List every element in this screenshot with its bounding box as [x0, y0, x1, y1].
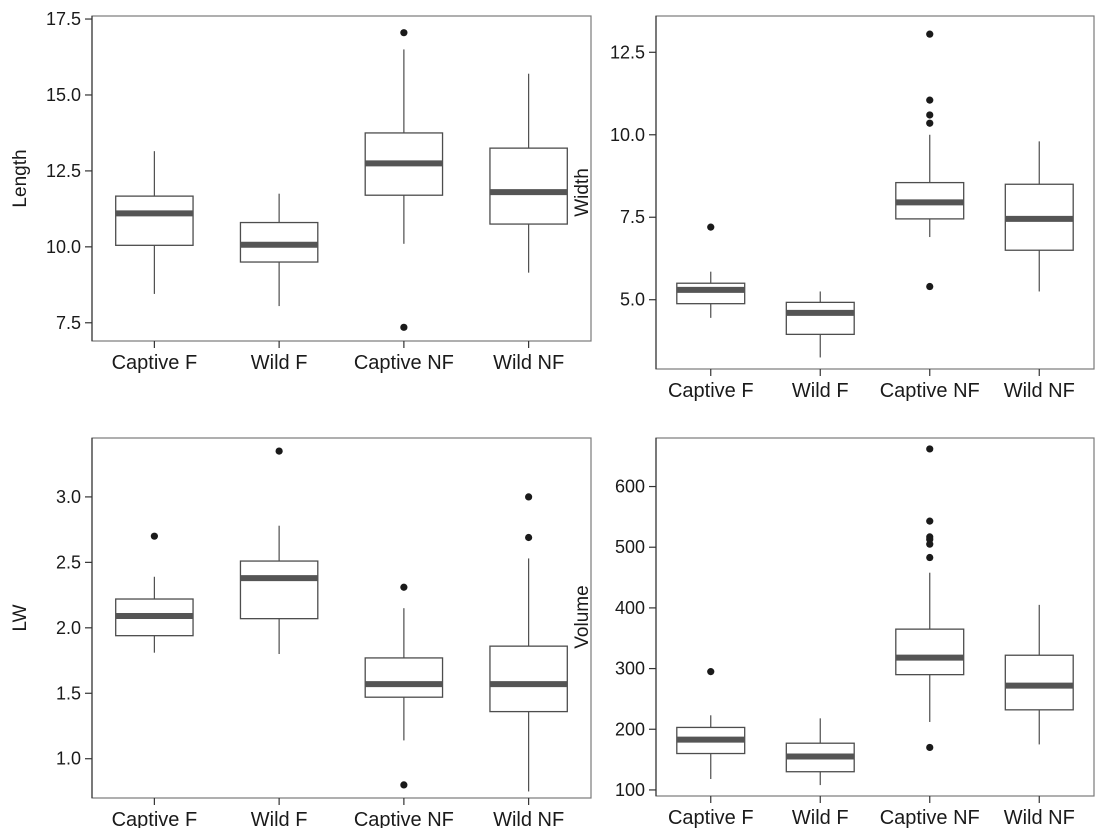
outlier-point: [707, 668, 715, 676]
box-1: [115, 532, 194, 653]
y-axis-label: LW: [10, 604, 31, 631]
box-3: [895, 30, 965, 291]
x-category-label: Wild NF: [1004, 380, 1075, 402]
y-tick-label: 600: [615, 477, 645, 497]
y-tick-label: 1.5: [56, 683, 81, 703]
x-category-label: Captive NF: [354, 352, 454, 374]
box-iqr: [239, 560, 319, 620]
x-category-label: Captive F: [112, 352, 198, 374]
box-4: [1004, 141, 1074, 292]
outlier-point: [150, 532, 158, 540]
box-1: [115, 151, 194, 294]
x-category-label: Wild NF: [1004, 807, 1075, 828]
box-3: [364, 583, 444, 789]
y-tick-label: 500: [615, 537, 645, 557]
outlier-point: [400, 583, 408, 591]
box-iqr: [115, 195, 194, 246]
panel-4: 100 200 300 400 500 600 Volume Captive F Wild F C…: [572, 437, 1095, 828]
x-category-label: Wild F: [792, 380, 849, 402]
y-tick-label: 10.0: [610, 125, 645, 145]
y-axis-label: Width: [572, 168, 593, 217]
x-category-label: Captive F: [668, 380, 754, 402]
outlier-point: [926, 30, 934, 38]
box-2: [785, 718, 855, 786]
y-tick-label: 200: [615, 719, 645, 739]
y-tick-label: 10.0: [46, 237, 81, 257]
outlier-point: [926, 119, 934, 127]
y-axis-label: Volume: [572, 585, 593, 648]
box-iqr: [676, 282, 746, 305]
x-category-label: Wild F: [251, 809, 308, 828]
outlier-point: [707, 223, 715, 231]
box-2: [785, 291, 855, 358]
outlier-point: [926, 96, 934, 104]
box-1: [676, 223, 746, 318]
x-category-label: Wild NF: [493, 809, 564, 828]
y-tick-label: 100: [615, 780, 645, 800]
panel-2: 5.0 7.5 10.0 12.5 Width Captive F Wild F Captiv…: [572, 15, 1095, 402]
outlier-point: [525, 493, 533, 501]
box-4: [1004, 604, 1074, 745]
y-axis-label: Length: [10, 149, 31, 207]
box-3: [895, 445, 965, 752]
box-1: [676, 668, 746, 780]
y-tick-label: 7.5: [620, 207, 645, 227]
x-category-label: Captive F: [112, 809, 198, 828]
x-category-label: Captive F: [668, 807, 754, 828]
box-iqr: [364, 657, 444, 698]
y-tick-label: 12.5: [610, 42, 645, 62]
box-3: [364, 29, 444, 331]
box-4: [489, 73, 568, 273]
y-tick-label: 7.5: [56, 313, 81, 333]
box-iqr: [1004, 654, 1074, 711]
outlier-point: [926, 517, 934, 525]
outlier-point: [400, 323, 408, 331]
box-iqr: [489, 147, 568, 225]
outlier-point: [400, 781, 408, 789]
y-tick-label: 15.0: [46, 85, 81, 105]
y-tick-label: 5.0: [620, 290, 645, 310]
x-category-label: Captive NF: [354, 809, 454, 828]
outlier-point: [926, 743, 934, 752]
box-2: [239, 447, 319, 654]
panel-1: 7.5 10.0 12.5 15.0 17.5 Length Captive F Wild F…: [10, 9, 592, 374]
y-tick-label: 12.5: [46, 161, 81, 181]
box-2: [239, 193, 319, 307]
panel-3: 1.0 1.5 2.0 2.5 3.0 LW Captive F Wild F Captive …: [10, 437, 592, 828]
x-category-label: Wild F: [792, 807, 849, 828]
outlier-point: [275, 447, 283, 455]
y-tick-label: 2.5: [56, 552, 81, 572]
x-category-label: Captive NF: [880, 807, 980, 828]
y-tick-label: 300: [615, 659, 645, 679]
outlier-point: [926, 540, 934, 548]
y-tick-label: 1.0: [56, 749, 81, 769]
box-iqr: [895, 628, 965, 676]
outlier-point: [926, 553, 934, 562]
y-tick-label: 2.0: [56, 618, 81, 638]
outlier-point: [926, 111, 934, 119]
outlier-point: [926, 445, 934, 453]
y-tick-label: 3.0: [56, 487, 81, 507]
y-tick-label: 400: [615, 598, 645, 618]
box-iqr: [489, 645, 568, 713]
y-tick-label: 17.5: [46, 9, 81, 29]
box-iqr: [785, 301, 855, 336]
outlier-point: [926, 282, 934, 291]
outlier-point: [400, 29, 408, 37]
x-category-label: Wild NF: [493, 352, 564, 374]
box-4: [489, 493, 568, 792]
x-category-label: Wild F: [251, 352, 308, 374]
outlier-point: [525, 533, 533, 542]
x-category-label: Captive NF: [880, 380, 980, 402]
